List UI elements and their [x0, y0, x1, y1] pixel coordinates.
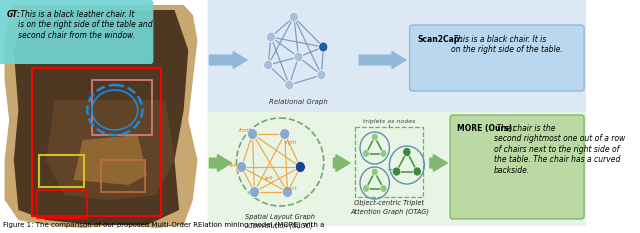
Text: front: front — [239, 128, 252, 133]
Text: This is a black chair. It is
on the right side of the table.: This is a black chair. It is on the righ… — [451, 35, 563, 54]
FancyBboxPatch shape — [207, 112, 586, 226]
Circle shape — [295, 161, 305, 172]
Circle shape — [371, 168, 378, 176]
FancyBboxPatch shape — [207, 0, 586, 116]
Bar — [38, 155, 84, 187]
Circle shape — [362, 150, 369, 157]
Circle shape — [403, 147, 411, 157]
Polygon shape — [46, 100, 175, 200]
Text: MORE (Ours):: MORE (Ours): — [458, 124, 516, 133]
Text: ...: ... — [386, 161, 398, 174]
Text: This is a black leather chair. It
is on the right side of the table and
second c: This is a black leather chair. It is on … — [19, 10, 153, 40]
Circle shape — [248, 129, 258, 140]
Text: The chair is the
second rightmost one out of a row
of chairs next to the right s: The chair is the second rightmost one ou… — [494, 124, 625, 175]
Bar — [36, 190, 87, 218]
FancyArrowPatch shape — [430, 155, 447, 171]
Circle shape — [282, 186, 292, 198]
Circle shape — [294, 52, 303, 62]
FancyBboxPatch shape — [0, 0, 154, 64]
Text: Object-centric Triplet: Object-centric Triplet — [355, 200, 424, 206]
Text: Figure 1: The comparison of our proposed Multi-Order RElation mining model (MORE: Figure 1: The comparison of our proposed… — [3, 222, 324, 228]
Text: left: left — [265, 176, 273, 181]
Circle shape — [264, 60, 273, 70]
Polygon shape — [14, 10, 188, 225]
Circle shape — [319, 42, 328, 52]
Text: left: left — [230, 163, 239, 168]
Bar — [32, 68, 161, 216]
Text: Spatial Layout Graph: Spatial Layout Graph — [245, 214, 315, 220]
FancyBboxPatch shape — [450, 115, 584, 219]
Circle shape — [289, 12, 298, 22]
Bar — [101, 160, 145, 192]
Circle shape — [250, 186, 259, 198]
Polygon shape — [74, 135, 147, 185]
Text: right: right — [285, 140, 298, 145]
Text: Scan2Cap:: Scan2Cap: — [418, 35, 463, 44]
Circle shape — [371, 133, 378, 141]
Circle shape — [317, 70, 326, 80]
Text: Attention Graph (OTAG): Attention Graph (OTAG) — [350, 208, 429, 215]
FancyBboxPatch shape — [410, 25, 584, 91]
Text: Convolution (SLGC): Convolution (SLGC) — [248, 222, 312, 229]
Circle shape — [392, 167, 401, 176]
Circle shape — [266, 32, 276, 42]
Circle shape — [280, 129, 290, 140]
Polygon shape — [4, 5, 198, 228]
Text: GT:: GT: — [6, 10, 20, 19]
Circle shape — [362, 185, 369, 192]
FancyArrowPatch shape — [333, 155, 350, 171]
Circle shape — [413, 167, 421, 176]
Text: front: front — [285, 186, 298, 191]
FancyArrowPatch shape — [359, 52, 406, 68]
FancyArrowPatch shape — [209, 52, 247, 68]
Circle shape — [285, 80, 294, 90]
FancyArrowPatch shape — [209, 155, 232, 171]
Circle shape — [237, 161, 246, 172]
Text: Relational Graph: Relational Graph — [269, 99, 328, 105]
Circle shape — [380, 150, 387, 157]
Text: triplets as nodes: triplets as nodes — [364, 119, 415, 124]
Bar — [92, 80, 152, 135]
Circle shape — [380, 185, 387, 192]
